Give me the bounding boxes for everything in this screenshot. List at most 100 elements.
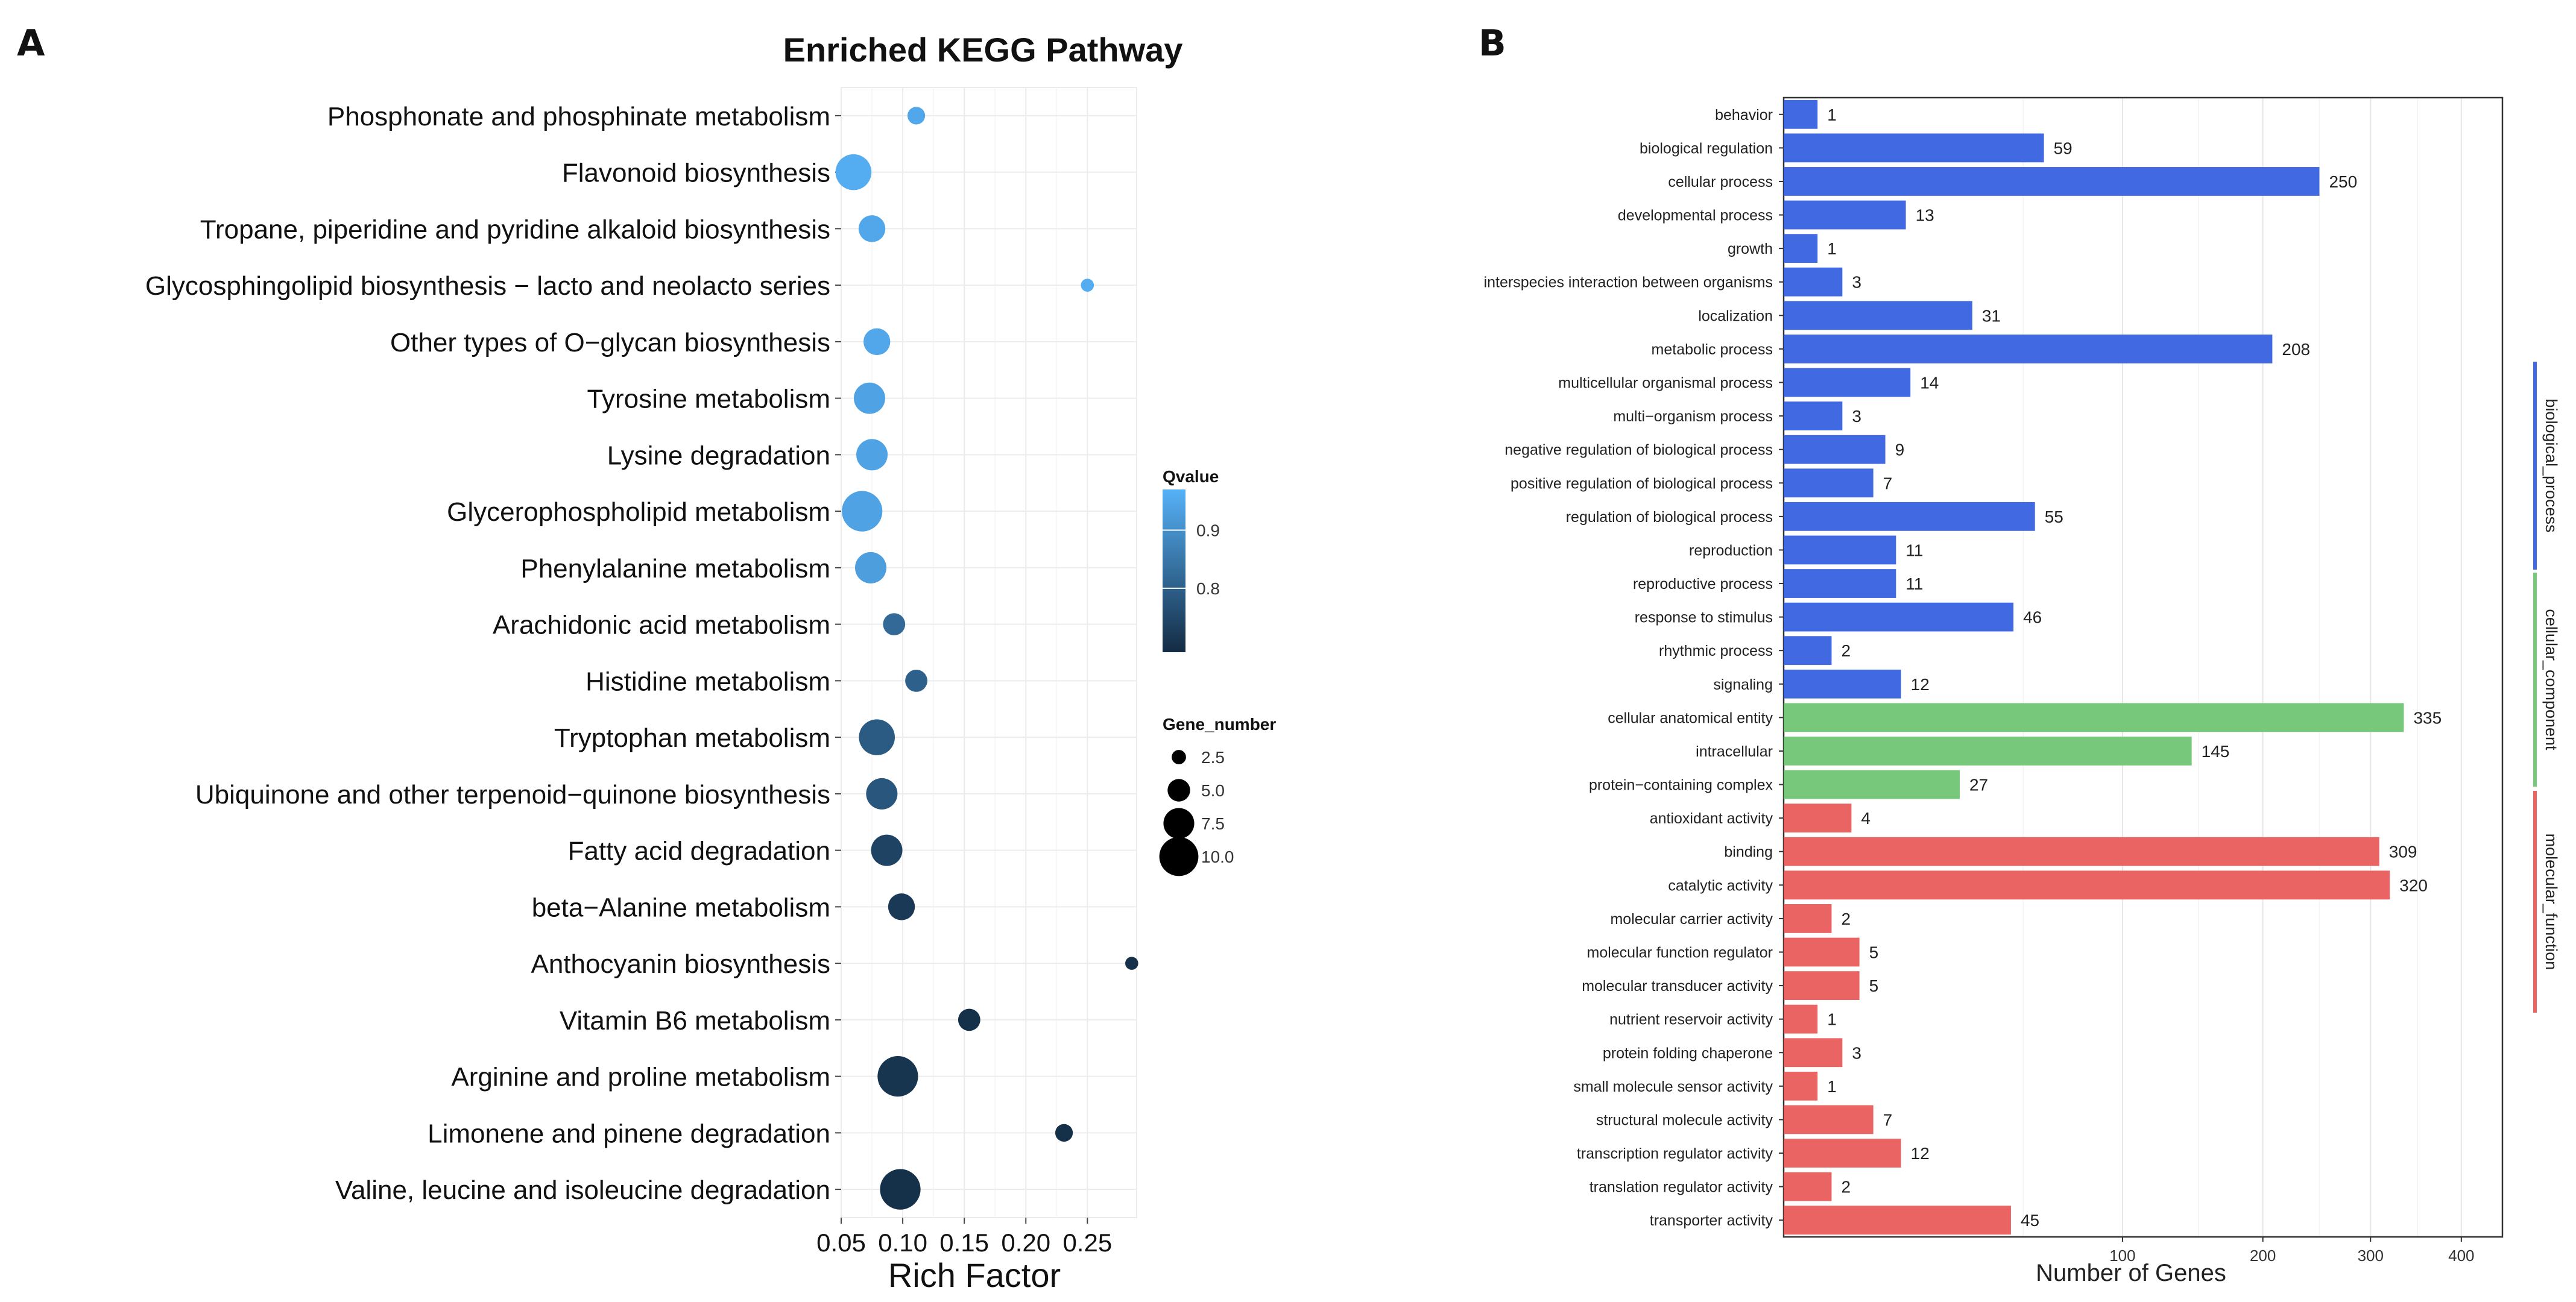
y-tick-label: regulation of biological process	[1566, 509, 1773, 526]
y-tick-label: Ubiquinone and other terpenoid−quinone b…	[195, 780, 830, 810]
bar	[1784, 1071, 1818, 1101]
bar-value-label: 5	[1869, 943, 1879, 962]
y-tick-label: translation regulator activity	[1589, 1179, 1773, 1196]
y-tick-label: behavior	[1715, 107, 1773, 124]
y-tick-label: protein folding chaperone	[1603, 1045, 1773, 1061]
bar-value-label: 14	[1920, 374, 1939, 392]
y-tick-label: growth	[1728, 241, 1773, 257]
bar	[1784, 401, 1843, 430]
bar	[1784, 1004, 1818, 1034]
bar	[1784, 435, 1886, 464]
data-point	[855, 552, 886, 583]
group-strip-label: cellular_component	[2542, 609, 2560, 750]
y-tick-label: intracellular	[1696, 743, 1773, 760]
y-tick-label: structural molecule activity	[1596, 1112, 1773, 1128]
bar-value-label: 46	[2023, 608, 2042, 627]
y-tick-label: rhythmic process	[1659, 643, 1773, 659]
legend-color-title: Qvalue	[1163, 467, 1219, 486]
y-tick-label: Phenylalanine metabolism	[520, 554, 830, 583]
bar-value-label: 45	[2021, 1211, 2039, 1230]
data-point	[859, 719, 895, 755]
bar	[1784, 99, 1818, 129]
bar-value-label: 208	[2282, 340, 2310, 359]
bar	[1784, 535, 1896, 565]
bar	[1784, 200, 1906, 230]
y-tick-label: Glycerophospholipid metabolism	[447, 497, 830, 527]
y-tick-label: antioxidant activity	[1650, 810, 1773, 827]
data-point	[871, 834, 903, 866]
data-point	[863, 328, 891, 356]
bar	[1784, 1206, 2011, 1235]
x-axis-title: Number of Genes	[2036, 1260, 2226, 1286]
plot-area	[841, 87, 1137, 1218]
bar	[1784, 368, 1911, 397]
bar-value-label: 59	[2054, 139, 2072, 157]
y-tick-label: developmental process	[1618, 207, 1773, 224]
x-axis-title: Rich Factor	[888, 1256, 1061, 1294]
bar	[1784, 133, 2044, 163]
data-point	[1125, 957, 1138, 970]
y-tick-label: biological regulation	[1640, 140, 1773, 157]
legend-color-tick-label: 0.8	[1196, 579, 1220, 598]
bar-value-label: 7	[1883, 474, 1893, 492]
y-tick-label: Arginine and proline metabolism	[451, 1063, 830, 1092]
legend-size-title: Gene_number	[1163, 715, 1276, 734]
bar	[1784, 569, 1896, 598]
bar-value-label: 1	[1827, 1077, 1837, 1096]
bar-value-label: 335	[2413, 708, 2442, 727]
go-bar-chart: behavior 1 biological regulation 59 cellular…	[1484, 96, 2560, 1286]
y-tick-label: Histidine metabolism	[586, 667, 830, 696]
y-tick-label: Limonene and pinene degradation	[428, 1119, 830, 1148]
bar-value-label: 11	[1905, 541, 1923, 559]
data-point	[835, 154, 872, 190]
bar-value-label: 2	[1841, 1178, 1851, 1197]
bar	[1784, 234, 1818, 263]
chart-title: Enriched KEGG Pathway	[783, 31, 1183, 69]
legend-size-label: 10.0	[1201, 848, 1234, 866]
y-tick-label: signaling	[1713, 676, 1773, 693]
bar-value-label: 1	[1827, 105, 1837, 124]
panel-b-letter: B	[1479, 22, 1506, 64]
x-tick-label: 0.25	[1062, 1228, 1112, 1257]
x-tick-label: 100	[2109, 1247, 2135, 1265]
bar-value-label: 2	[1841, 641, 1851, 660]
bar	[1784, 1105, 1874, 1134]
x-tick-label: 0.15	[939, 1228, 989, 1257]
legend-color-tick-label: 0.9	[1196, 521, 1220, 540]
bar-value-label: 5	[1869, 976, 1879, 995]
y-tick-label: Flavonoid biosynthesis	[562, 159, 830, 188]
data-point	[853, 382, 885, 414]
data-point	[1055, 1124, 1073, 1142]
y-tick-label: response to stimulus	[1635, 609, 1773, 626]
data-point	[958, 1008, 980, 1031]
bar	[1784, 335, 2273, 363]
legend-size-label: 5.0	[1201, 781, 1225, 800]
bar-value-label: 320	[2399, 876, 2428, 895]
data-point	[905, 669, 927, 692]
y-tick-label: nutrient reservoir activity	[1609, 1011, 1773, 1028]
x-tick-label: 400	[2448, 1247, 2474, 1265]
legend-size-key	[1163, 808, 1195, 839]
y-tick-label: metabolic process	[1652, 341, 1773, 358]
bar-value-label: 1	[1827, 239, 1837, 258]
bar	[1784, 870, 2390, 900]
y-tick-label: Valine, leucine and isoleucine degradati…	[335, 1175, 830, 1205]
bar	[1784, 737, 2192, 766]
bar-value-label: 3	[1852, 407, 1861, 426]
bar	[1784, 267, 1843, 297]
plot-area	[1784, 98, 2502, 1237]
y-tick-label: molecular carrier activity	[1610, 911, 1773, 928]
y-tick-label: Anthocyanin biosynthesis	[531, 949, 830, 979]
bar-value-label: 4	[1861, 809, 1870, 828]
bar-value-label: 7	[1883, 1110, 1893, 1129]
bar	[1784, 1139, 1901, 1168]
bar	[1784, 167, 2320, 196]
y-tick-label: Lysine degradation	[607, 441, 830, 470]
data-point	[907, 107, 926, 125]
x-tick-label: 0.10	[878, 1228, 927, 1257]
y-tick-label: catalytic activity	[1668, 877, 1773, 894]
y-tick-label: molecular function regulator	[1587, 945, 1773, 961]
y-tick-label: Tropane, piperidine and pyridine alkaloi…	[200, 215, 830, 244]
y-tick-label: Phosphonate and phosphinate metabolism	[327, 102, 830, 131]
